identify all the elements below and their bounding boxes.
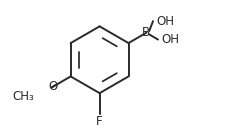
Text: B: B (142, 26, 150, 39)
Text: OH: OH (155, 15, 174, 28)
Text: OH: OH (161, 33, 178, 46)
Text: O: O (48, 80, 57, 93)
Text: F: F (96, 116, 102, 128)
Text: CH₃: CH₃ (12, 90, 34, 103)
